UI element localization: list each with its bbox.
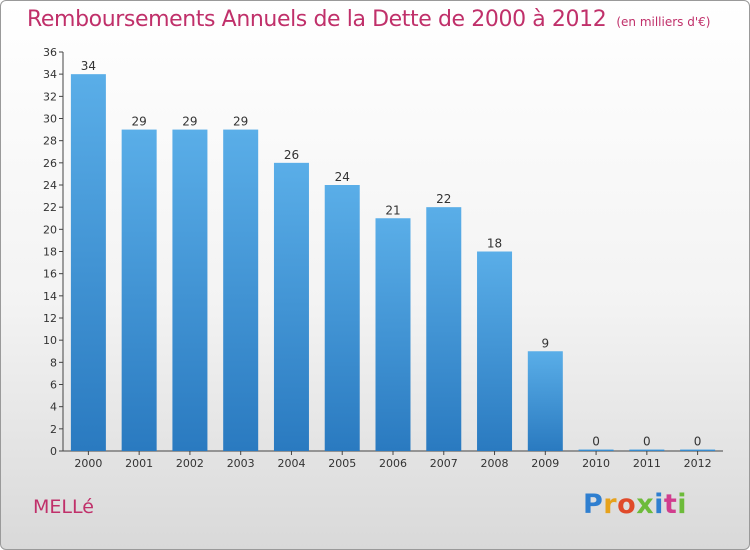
value-label-2000: 34 (81, 59, 96, 73)
bar-2012 (680, 449, 716, 451)
y-tick-label: 4 (50, 401, 57, 414)
x-tick-label-2007: 2007 (430, 457, 458, 470)
value-label-2007: 22 (436, 192, 451, 206)
x-tick-label-2001: 2001 (125, 457, 153, 470)
y-tick-label: 10 (43, 334, 57, 347)
bar-2001 (121, 129, 157, 452)
y-tick-label: 32 (43, 90, 57, 103)
y-tick-label: 22 (43, 201, 57, 214)
bar-2009 (527, 351, 563, 451)
value-label-2006: 21 (385, 203, 400, 217)
y-tick-label: 16 (43, 268, 57, 281)
chart-title: Remboursements Annuels de la Dette de 20… (27, 7, 710, 32)
bar-2011 (629, 449, 665, 451)
value-label-2002: 29 (182, 115, 197, 129)
bar-2005 (324, 185, 360, 451)
x-tick-label-2006: 2006 (379, 457, 407, 470)
y-tick-label: 28 (43, 135, 57, 148)
value-label-2011: 0 (643, 435, 651, 449)
value-label-2005: 24 (335, 170, 350, 184)
x-tick-label-2003: 2003 (227, 457, 255, 470)
x-tick-label-2012: 2012 (684, 457, 712, 470)
chart-value-labels: 34 29 29 29 26 24 21 22 18 9 0 0 0 (81, 59, 702, 448)
x-tick-label-2010: 2010 (582, 457, 610, 470)
y-tick-label: 36 (43, 46, 57, 59)
x-tick-label-2009: 2009 (531, 457, 559, 470)
bar-2007 (426, 207, 462, 451)
y-tick-label: 8 (50, 356, 57, 369)
y-tick-label: 2 (50, 423, 57, 436)
value-label-2012: 0 (694, 435, 702, 449)
chart-bars (70, 74, 716, 452)
y-tick-label: 6 (50, 379, 57, 392)
x-tick-label-2008: 2008 (481, 457, 509, 470)
bar-2008 (477, 251, 513, 451)
chart-unit: (en milliers d'€) (616, 15, 711, 29)
y-tick-label: 20 (43, 223, 57, 236)
bar-2000 (70, 74, 106, 452)
bar-2003 (223, 129, 259, 452)
value-label-2008: 18 (487, 237, 502, 251)
y-tick-label: 12 (43, 312, 57, 325)
y-tick-label: 34 (43, 68, 57, 81)
bar-2002 (172, 129, 208, 452)
value-label-2010: 0 (592, 435, 600, 449)
value-label-2004: 26 (284, 148, 299, 162)
value-label-2001: 29 (132, 115, 147, 129)
y-tick-label: 14 (43, 290, 57, 303)
chart-title-text: Remboursements Annuels de la Dette de 20… (27, 7, 607, 32)
x-tick-label-2005: 2005 (328, 457, 356, 470)
bar-2004 (273, 162, 309, 452)
bar-2010 (578, 449, 614, 451)
x-tick-label-2011: 2011 (633, 457, 661, 470)
x-tick-label-2002: 2002 (176, 457, 204, 470)
y-tick-label: 26 (43, 157, 57, 170)
value-label-2003: 29 (233, 115, 248, 129)
x-tick-label-2004: 2004 (277, 457, 305, 470)
proxiti-logo[interactable]: Proxiti (583, 489, 688, 520)
x-tick-label-2000: 2000 (74, 457, 102, 470)
bar-2006 (375, 218, 411, 451)
value-label-2009: 9 (541, 336, 549, 350)
y-tick-label: 18 (43, 246, 57, 259)
y-tick-label: 0 (50, 445, 57, 458)
y-tick-label: 24 (43, 179, 57, 192)
y-tick-label: 30 (43, 113, 57, 126)
town-name: MELLé (33, 496, 94, 518)
